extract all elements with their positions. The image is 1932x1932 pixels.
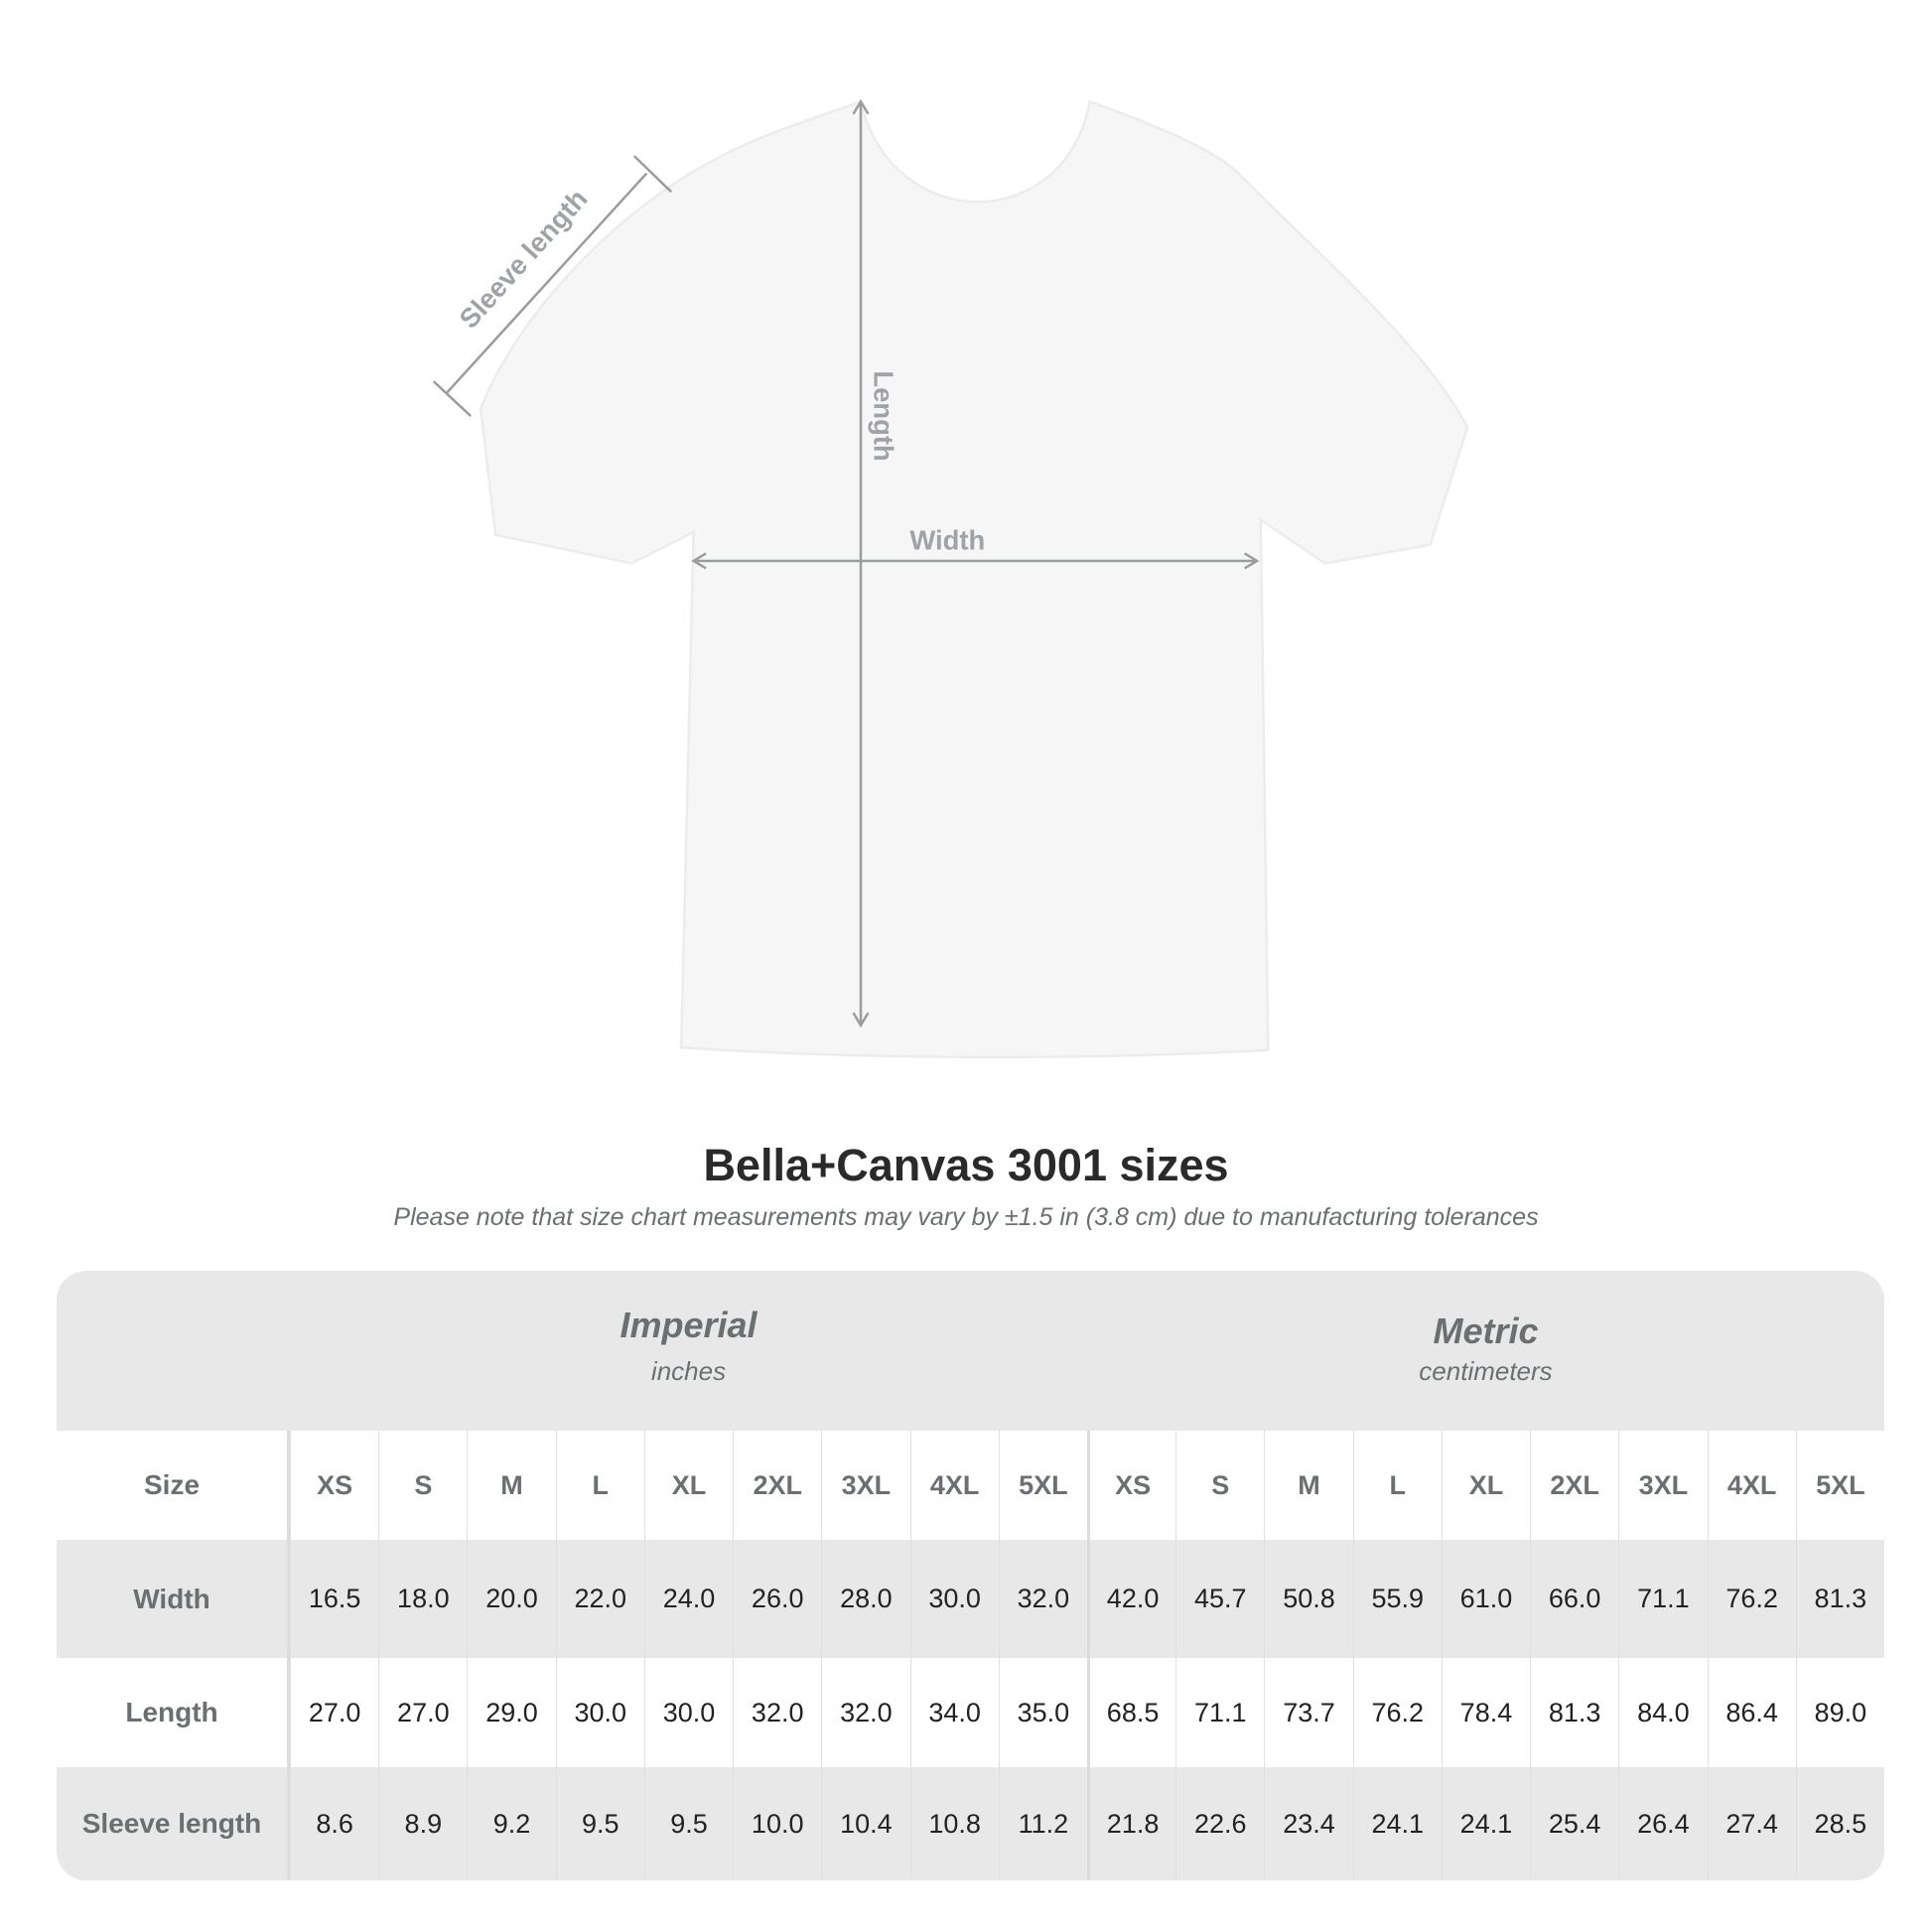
tshirt-image [479, 99, 1469, 1059]
imperial-value: 18.0 [378, 1540, 467, 1658]
row-label: Sleeve length [57, 1767, 290, 1880]
size-header-xl: XL [1441, 1431, 1530, 1540]
size-label: Size [57, 1431, 290, 1540]
metric-value: 78.4 [1441, 1658, 1530, 1767]
metric-value: 24.1 [1352, 1767, 1442, 1880]
page-title: Bella+Canvas 3001 sizes [703, 1140, 1229, 1190]
size-header-s: S [1175, 1431, 1264, 1540]
size-header-3xl: 3XL [821, 1431, 909, 1540]
imperial-value: 8.6 [290, 1767, 378, 1880]
imperial-value: 32.0 [821, 1658, 909, 1767]
imperial-value: 26.0 [733, 1540, 821, 1658]
metric-value: 50.8 [1264, 1540, 1352, 1658]
imperial-value: 9.5 [555, 1767, 644, 1880]
metric-value: 24.1 [1441, 1767, 1530, 1880]
size-header-5xl: 5XL [998, 1431, 1087, 1540]
imperial-value: 35.0 [998, 1658, 1087, 1767]
imperial-value: 11.2 [998, 1767, 1087, 1880]
imperial-value: 22.0 [555, 1540, 644, 1658]
metric-value: 81.3 [1530, 1658, 1618, 1767]
tolerance-note: Please note that size chart measurements… [393, 1203, 1539, 1231]
imperial-value: 30.0 [643, 1658, 733, 1767]
imperial-value: 9.5 [643, 1767, 733, 1880]
imperial-header: Imperial inches [290, 1271, 1087, 1431]
metric-value: 66.0 [1530, 1540, 1618, 1658]
imperial-value: 27.0 [290, 1658, 378, 1767]
size-header-4xl: 4XL [1707, 1431, 1796, 1540]
size-header-m: M [467, 1431, 555, 1540]
imperial-value: 30.0 [555, 1658, 644, 1767]
imperial-value: 10.8 [909, 1767, 999, 1880]
size-header-row: Size XS S M L XL 2XL 3XL 4XL 5XL XS S M L XL 2XL 3XL 4XL 5… [57, 1431, 1884, 1540]
row-label: Width [57, 1540, 290, 1658]
size-table: Imperial inches Metric centimeters Size X… [57, 1271, 1884, 1880]
length-label: Length [869, 370, 899, 461]
size-header-m: M [1264, 1431, 1352, 1540]
imperial-value: 28.0 [821, 1540, 909, 1658]
row-label: Length [57, 1658, 290, 1767]
imperial-value: 29.0 [467, 1658, 555, 1767]
metric-value: 45.7 [1175, 1540, 1264, 1658]
size-header-xl: XL [643, 1431, 733, 1540]
width-label: Width [909, 525, 985, 556]
imperial-value: 9.2 [467, 1767, 555, 1880]
imperial-value: 10.4 [821, 1767, 909, 1880]
size-header-5xl: 5XL [1795, 1431, 1884, 1540]
metric-value: 23.4 [1264, 1767, 1352, 1880]
size-header-l: L [1352, 1431, 1442, 1540]
imperial-unit: inches [650, 1356, 727, 1386]
size-header-2xl: 2XL [1530, 1431, 1618, 1540]
metric-value: 76.2 [1352, 1658, 1442, 1767]
size-header-3xl: 3XL [1618, 1431, 1707, 1540]
metric-value: 84.0 [1618, 1658, 1707, 1767]
imperial-value: 24.0 [643, 1540, 733, 1658]
imperial-value: 34.0 [909, 1658, 999, 1767]
metric-value: 27.4 [1707, 1767, 1796, 1880]
table-row-width: Width 16.5 18.0 20.0 22.0 24.0 26.0 28.0 30.0 32.… [57, 1540, 1884, 1658]
metric-value: 61.0 [1441, 1540, 1530, 1658]
metric-value: 76.2 [1707, 1540, 1796, 1658]
metric-value: 73.7 [1264, 1658, 1352, 1767]
imperial-value: 27.0 [378, 1658, 467, 1767]
table-row-length: Length 27.0 27.0 29.0 30.0 30.0 32.0 32.0 34.0 35… [57, 1658, 1884, 1767]
sleeve-arrow-line [445, 172, 648, 395]
imperial-value: 10.0 [733, 1767, 821, 1880]
tshirt-diagram: Sleeve length Length Width [432, 98, 1469, 1059]
imperial-value: 32.0 [998, 1540, 1087, 1658]
metric-unit: centimeters [1419, 1356, 1553, 1386]
size-header-2xl: 2XL [733, 1431, 821, 1540]
size-header-s: S [378, 1431, 467, 1540]
metric-value: 55.9 [1352, 1540, 1442, 1658]
imperial-value: 16.5 [290, 1540, 378, 1658]
metric-title: Metric [1433, 1311, 1539, 1351]
metric-value: 25.4 [1530, 1767, 1618, 1880]
table-row-sleeve-length: Sleeve length 8.6 8.9 9.2 9.5 9.5 10.0 10.4 10.8… [57, 1767, 1884, 1880]
metric-value: 86.4 [1707, 1658, 1796, 1767]
metric-value: 21.8 [1086, 1767, 1175, 1880]
size-header-xs: XS [1086, 1431, 1175, 1540]
metric-value: 28.5 [1795, 1767, 1884, 1880]
imperial-value: 30.0 [909, 1540, 999, 1658]
imperial-value: 20.0 [467, 1540, 555, 1658]
size-header-l: L [555, 1431, 644, 1540]
metric-value: 71.1 [1618, 1540, 1707, 1658]
metric-value: 89.0 [1795, 1658, 1884, 1767]
metric-value: 22.6 [1175, 1767, 1264, 1880]
metric-value: 26.4 [1618, 1767, 1707, 1880]
metric-value: 42.0 [1086, 1540, 1175, 1658]
metric-header: Metric centimeters [1087, 1271, 1884, 1431]
size-header-4xl: 4XL [909, 1431, 999, 1540]
metric-value: 81.3 [1795, 1540, 1884, 1658]
imperial-value: 32.0 [733, 1658, 821, 1767]
metric-value: 71.1 [1175, 1658, 1264, 1767]
size-header-xs: XS [290, 1431, 378, 1540]
imperial-value: 8.9 [378, 1767, 467, 1880]
metric-value: 68.5 [1086, 1658, 1175, 1767]
imperial-title: Imperial [620, 1305, 758, 1345]
